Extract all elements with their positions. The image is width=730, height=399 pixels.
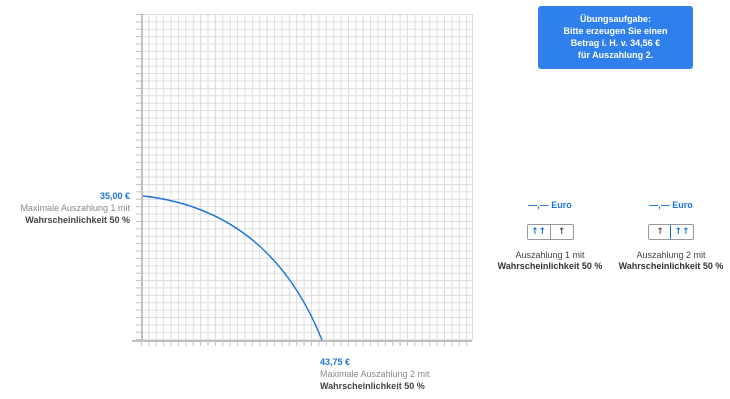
payout-1-double-up-button[interactable]: ↑↑ [527, 225, 551, 239]
x-point-value: 43,75 € [320, 357, 351, 367]
y-point-text: Maximale Auszahlung 1 mit [20, 203, 130, 213]
payout-1-label-text: Auszahlung 1 mit [515, 250, 585, 260]
payout-2-double-up-button[interactable]: ↑↑ [670, 225, 693, 239]
payout-1-label: Auszahlung 1 mit Wahrscheinlichkeit 50 % [490, 250, 610, 272]
payout-2-buttons: ↑ ↑↑ [648, 224, 694, 240]
payout-2-label-prob: Wahrscheinlichkeit 50 % [618, 261, 724, 271]
payoff-curve [142, 195, 323, 341]
x-point-label: 43,75 € Maximale Auszahlung 2 mit Wahrsc… [320, 356, 430, 392]
payout-1-up-button[interactable]: ↑ [549, 225, 573, 239]
arrow-up-icon: ↑ [557, 227, 566, 237]
x-axis-ticks [141, 342, 472, 346]
double-arrow-up-icon: ↑↑ [674, 227, 690, 237]
x-axis [132, 340, 472, 342]
payout-2-value: —,— Euro [649, 200, 693, 210]
payout-1-value: —,— Euro [528, 200, 572, 210]
x-point-text: Maximale Auszahlung 2 mit [320, 369, 430, 379]
grid[interactable] [141, 14, 473, 340]
task-line-4: für Auszahlung 2. [577, 50, 654, 60]
y-point-value: 35,00 € [99, 191, 130, 201]
y-point-prob: Wahrscheinlichkeit 50 % [25, 215, 130, 225]
x-point-prob: Wahrscheinlichkeit 50 % [320, 381, 425, 391]
task-box: Übungsaufgabe: Bitte erzeugen Sie einen … [538, 6, 693, 69]
payout-1-buttons: ↑↑ ↑ [526, 224, 574, 240]
arrow-up-icon: ↑ [656, 227, 664, 237]
task-title: Übungsaufgabe: [580, 14, 651, 24]
payout-1-panel: —,— Euro ↑↑ ↑ Auszahlung 1 mit Wahrschei… [490, 200, 610, 272]
y-point-label: 35,00 € Maximale Auszahlung 1 mit Wahrsc… [20, 190, 130, 226]
payout-1-label-prob: Wahrscheinlichkeit 50 % [497, 261, 603, 271]
payout-2-up-button[interactable]: ↑ [649, 225, 671, 239]
double-arrow-up-icon: ↑↑ [530, 227, 547, 237]
payout-2-label: Auszahlung 2 mit Wahrscheinlichkeit 50 % [611, 250, 730, 272]
task-line-3: Betrag i. H. v. 34,56 € [570, 38, 661, 48]
task-line-2: Bitte erzeugen Sie einen [563, 26, 668, 36]
y-axis [141, 14, 143, 342]
payout-2-panel: —,— Euro ↑ ↑↑ Auszahlung 2 mit Wahrschei… [611, 200, 730, 272]
payout-2-label-text: Auszahlung 2 mit [636, 250, 706, 260]
y-axis-ticks [136, 14, 141, 340]
